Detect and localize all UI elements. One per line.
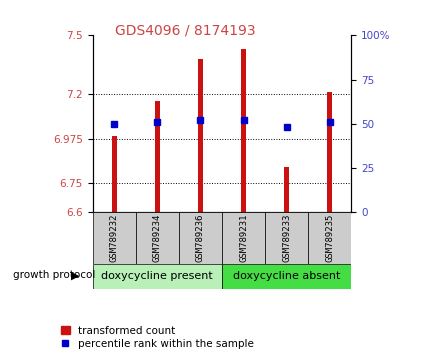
Legend: transformed count, percentile rank within the sample: transformed count, percentile rank withi… — [61, 326, 253, 349]
Bar — [240, 49, 246, 212]
Bar — [221, 212, 264, 264]
Text: GSM789234: GSM789234 — [153, 214, 161, 262]
Text: GSM789233: GSM789233 — [282, 214, 290, 262]
Text: doxycycline present: doxycycline present — [101, 271, 213, 281]
Bar — [326, 92, 332, 212]
Bar — [92, 264, 221, 289]
Text: growth protocol: growth protocol — [13, 270, 95, 280]
Bar — [135, 212, 178, 264]
Bar — [92, 212, 135, 264]
Bar — [283, 167, 289, 212]
Text: GSM789232: GSM789232 — [110, 214, 118, 262]
Text: GSM789236: GSM789236 — [196, 214, 204, 262]
Bar — [264, 212, 307, 264]
Text: GSM789235: GSM789235 — [325, 214, 333, 262]
Text: GSM789231: GSM789231 — [239, 214, 247, 262]
Bar — [154, 101, 160, 212]
Bar — [178, 212, 221, 264]
Bar — [307, 212, 350, 264]
Text: ▶: ▶ — [71, 270, 80, 280]
Text: doxycycline absent: doxycycline absent — [232, 271, 340, 281]
Bar — [221, 264, 350, 289]
Text: GDS4096 / 8174193: GDS4096 / 8174193 — [115, 23, 255, 37]
Bar — [197, 59, 203, 212]
Bar — [111, 136, 117, 212]
